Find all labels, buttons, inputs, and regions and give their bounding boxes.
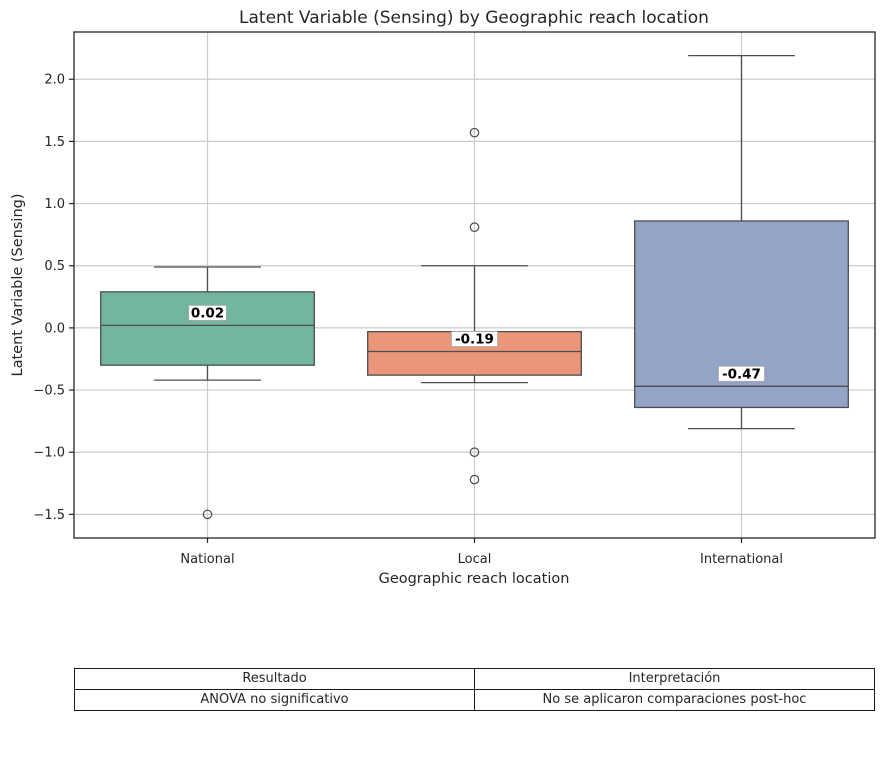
median-label-bg	[451, 331, 498, 347]
x-axis-ticks: National Local International	[180, 538, 783, 567]
median-label: -0.19	[455, 332, 494, 348]
x-tick-label: International	[700, 552, 783, 567]
y-tick-label: −1.5	[33, 508, 65, 523]
table-header-cell: Interpretación	[474, 668, 875, 690]
median-label-bg	[188, 305, 227, 321]
box-national	[100, 291, 315, 366]
y-tick-label: −1.0	[33, 446, 65, 461]
result-table: Resultado Interpretación ANOVA no signif…	[74, 668, 875, 711]
median-label: 0.02	[191, 305, 224, 321]
y-tick-label: 0.0	[44, 321, 65, 336]
x-tick-label: National	[180, 552, 234, 567]
outlier-point	[469, 447, 480, 458]
outlier-point	[469, 127, 480, 138]
table-cell: No se aplicaron comparaciones post-hoc	[474, 689, 875, 711]
y-tick-label: 1.0	[44, 197, 65, 212]
x-tick-label: Local	[458, 552, 492, 567]
table-row: ANOVA no significativo No se aplicaron c…	[74, 689, 875, 711]
x-axis-label: Geographic reach location	[379, 571, 570, 587]
y-axis-ticks: 2.0 1.5 1.0 0.5 0.0 −0.5 −1.0 −1.5	[33, 73, 74, 523]
y-axis-label: Latent Variable (Sensing)	[10, 194, 26, 377]
chart-title: Latent Variable (Sensing) by Geographic …	[239, 8, 709, 28]
y-tick-label: 2.0	[44, 73, 65, 88]
outlier-point	[202, 509, 213, 520]
table-header-cell: Resultado	[74, 668, 475, 690]
y-tick-label: 1.5	[44, 135, 65, 150]
outlier-point	[469, 474, 480, 485]
median-label-bg	[718, 365, 765, 382]
box-group: 0.02 -0.19 -0.47	[100, 54, 849, 520]
y-tick-label: −0.5	[33, 384, 65, 399]
table-cell: ANOVA no significativo	[74, 689, 475, 711]
median-label: -0.47	[722, 366, 761, 382]
outlier-point	[469, 222, 480, 232]
y-tick-label: 0.5	[44, 259, 65, 274]
table-header-row: Resultado Interpretación	[74, 668, 875, 690]
